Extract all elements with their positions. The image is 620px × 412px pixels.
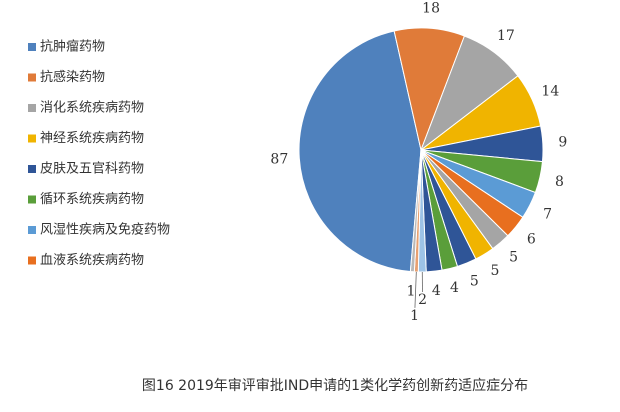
leader-line (414, 271, 417, 308)
data-label: 2 (418, 292, 427, 308)
data-label: 5 (490, 263, 499, 279)
chart-title: 图16 2019年审评审批IND申请的1类化学药创新药适应症分布 (142, 377, 528, 394)
legend-label: 皮肤及五官科药物 (40, 161, 144, 177)
legend-swatch (28, 134, 36, 143)
data-label: 6 (527, 231, 536, 247)
data-label: 18 (422, 0, 440, 16)
data-label: 17 (497, 28, 515, 44)
legend-label: 抗肿瘤药物 (40, 39, 105, 55)
pie-slice (409, 149, 422, 273)
legend-label: 风湿性疾病及免疫药物 (40, 222, 170, 238)
data-label: 87 (270, 152, 288, 168)
legend-swatch (28, 165, 36, 173)
data-label: 5 (509, 250, 518, 266)
data-label: 14 (541, 83, 559, 99)
data-label: 5 (470, 274, 479, 290)
legend-swatch (28, 73, 36, 82)
legend-swatch (28, 226, 36, 234)
data-label: 1 (410, 308, 419, 324)
legend-label: 消化系统疾病药物 (40, 101, 144, 116)
data-label: 9 (558, 135, 567, 151)
data-label: 7 (543, 206, 552, 222)
data-label: 4 (450, 280, 459, 296)
legend-label: 神经系统疾病药物 (40, 131, 144, 146)
legend-swatch (28, 104, 36, 112)
pie-slice (298, 30, 422, 273)
legend-swatch (28, 43, 36, 51)
legend-swatch (28, 256, 36, 265)
legend-swatch (28, 195, 36, 204)
legend-label: 循环系统疾病药物 (40, 192, 144, 207)
data-label: 8 (555, 174, 564, 190)
data-label: 1 (406, 284, 415, 300)
data-label: 4 (432, 283, 441, 299)
legend-label: 抗感染药物 (40, 69, 105, 85)
legend-label: 血液系统疾病药物 (40, 253, 144, 268)
